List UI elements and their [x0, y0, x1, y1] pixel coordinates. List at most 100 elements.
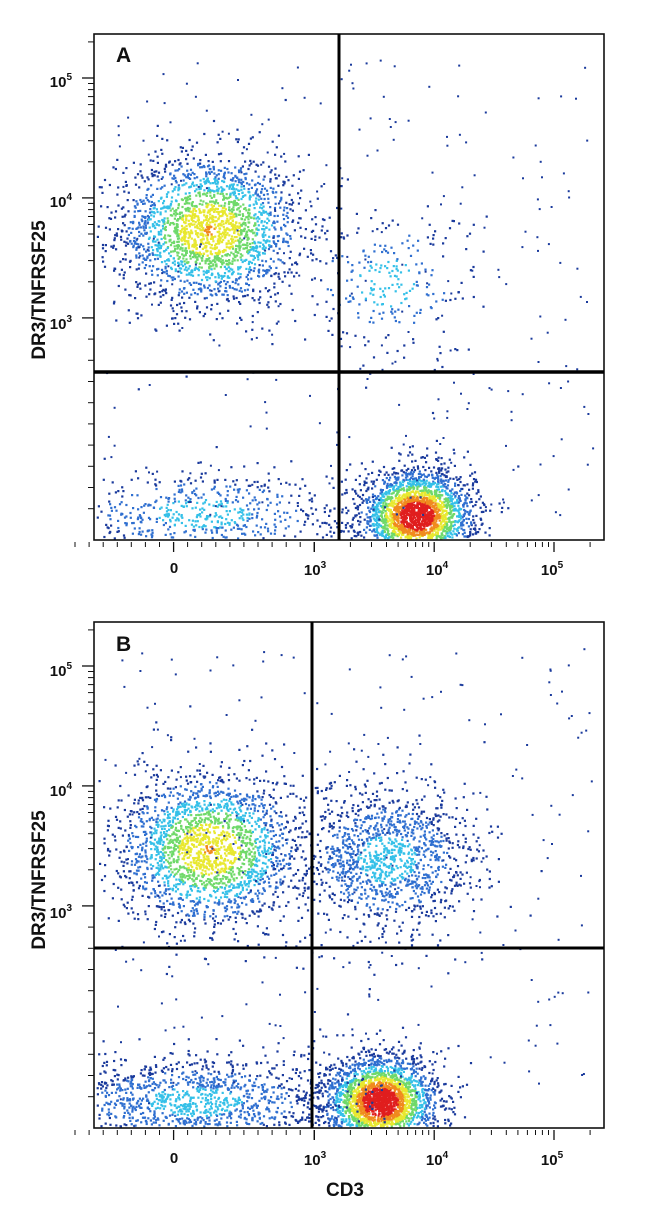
event-dot: [113, 300, 116, 303]
event-dot: [274, 518, 277, 521]
event-dot: [100, 205, 103, 208]
event-dot: [453, 513, 456, 516]
event-dot: [358, 495, 361, 499]
event-dot: [237, 239, 240, 242]
event-dot: [195, 487, 198, 490]
event-dot: [139, 243, 143, 246]
event-dot: [178, 302, 181, 305]
event-dot: [120, 501, 123, 504]
event-dot: [173, 249, 176, 253]
event-dot: [207, 209, 210, 212]
event-dot: [210, 265, 213, 268]
event-dot: [248, 196, 251, 199]
event-dot: [408, 234, 411, 237]
event-dot: [270, 274, 273, 278]
event-dot: [209, 246, 212, 249]
event-dot: [168, 239, 171, 242]
event-dot: [255, 233, 259, 236]
event-dot: [182, 264, 185, 268]
event-dot: [117, 526, 120, 530]
event-dot: [123, 516, 127, 519]
event-dot: [176, 169, 179, 172]
event-dot: [258, 301, 261, 305]
event-dot: [378, 312, 381, 315]
event-dot: [406, 488, 409, 491]
event-dot: [412, 338, 415, 341]
event-dot: [217, 235, 220, 238]
event-dot: [154, 258, 157, 261]
event-dot: [266, 193, 269, 196]
event-dot: [415, 497, 418, 500]
event-dot: [444, 483, 447, 486]
event-dot: [478, 528, 481, 531]
event-dot: [191, 183, 194, 186]
event-dot: [247, 484, 250, 487]
event-dot: [226, 197, 229, 200]
event-dot: [180, 504, 183, 507]
event-dot: [156, 124, 159, 127]
event-dot: [244, 160, 247, 163]
event-dot: [248, 191, 251, 194]
event-dot: [455, 534, 458, 537]
event-dot: [151, 534, 154, 537]
event-dot: [429, 536, 432, 539]
event-dot: [400, 512, 403, 515]
event-dot: [261, 207, 264, 210]
event-dot: [205, 258, 208, 261]
event-dot: [419, 496, 422, 499]
event-dot: [277, 239, 280, 243]
event-dot: [177, 275, 180, 278]
event-dot: [428, 466, 431, 469]
event-dot: [441, 520, 444, 523]
event-dot: [163, 217, 166, 220]
event-dot: [142, 257, 145, 260]
event-dot: [250, 186, 253, 189]
event-dot: [186, 197, 189, 200]
event-dot: [237, 277, 241, 280]
event-dot: [249, 229, 252, 233]
event-dot: [214, 512, 217, 515]
event-dot: [365, 386, 368, 389]
event-dot: [151, 239, 155, 242]
event-dot: [216, 207, 219, 211]
event-dot: [398, 501, 401, 504]
event-dot: [423, 521, 427, 524]
event-dot: [251, 314, 254, 318]
event-dot: [187, 206, 190, 210]
event-dot: [441, 502, 444, 505]
event-dot: [454, 520, 457, 523]
event-dot: [184, 316, 187, 319]
event-dot: [417, 527, 420, 530]
event-dot: [418, 518, 421, 521]
event-dot: [388, 535, 391, 539]
event-dot: [314, 216, 317, 219]
event-dot: [420, 501, 423, 504]
event-dot: [381, 495, 384, 498]
event-dot: [292, 201, 295, 204]
event-dot: [204, 193, 207, 196]
event-dot: [108, 183, 111, 187]
event-dot: [188, 192, 191, 195]
event-dot: [135, 312, 138, 315]
event-dot: [346, 178, 349, 181]
event-dot: [207, 180, 210, 184]
event-dot: [167, 234, 170, 237]
event-dot: [449, 532, 452, 535]
event-dot: [314, 235, 317, 238]
event-dot: [332, 307, 335, 311]
event-dot: [283, 206, 286, 209]
event-dot: [277, 478, 280, 481]
event-dot: [146, 214, 150, 218]
event-dot: [186, 269, 189, 272]
event-dot: [423, 532, 426, 535]
event-dot: [429, 485, 433, 488]
event-dot: [181, 470, 184, 473]
event-dot: [150, 168, 153, 172]
event-dot: [230, 212, 233, 215]
event-dot: [110, 509, 113, 512]
event-dot: [182, 218, 185, 221]
event-dot: [475, 480, 478, 484]
event-dot: [471, 533, 475, 536]
event-dot: [298, 254, 301, 257]
